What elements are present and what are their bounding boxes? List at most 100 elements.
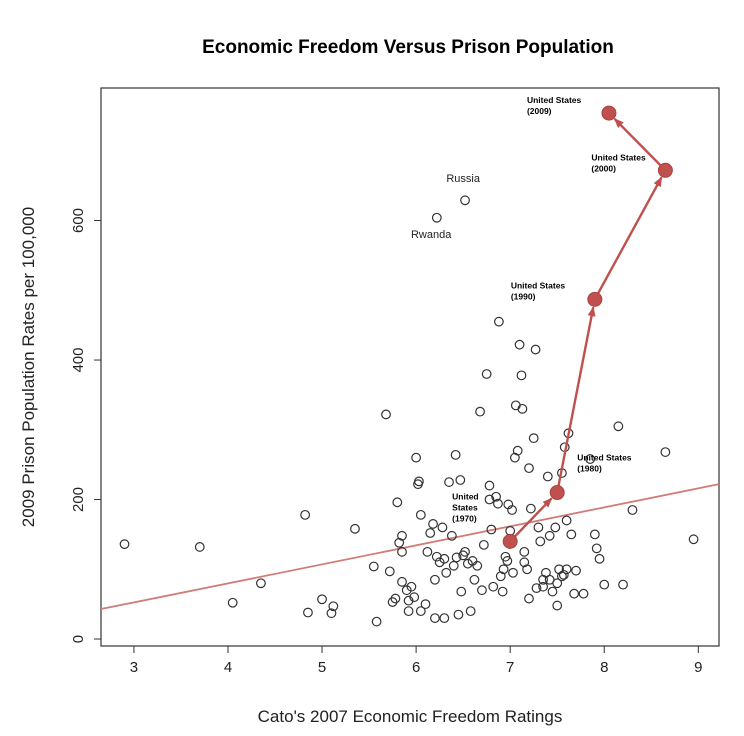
x-tick-label: 6 (412, 659, 420, 676)
data-point (502, 556, 513, 566)
data-point (493, 316, 504, 327)
data-point (403, 595, 414, 606)
data-point (509, 452, 520, 463)
x-tick-label: 5 (318, 659, 326, 676)
data-point (531, 583, 542, 594)
data-point (397, 546, 407, 557)
x-axis-label: Cato's 2007 Economic Freedom Ratings (258, 707, 563, 726)
us-trajectory-arrow (509, 497, 553, 543)
data-point (566, 529, 577, 540)
data-point (524, 463, 534, 474)
data-point (589, 529, 600, 540)
data-point (491, 491, 501, 502)
data-point (371, 616, 382, 627)
data-point (488, 581, 499, 592)
data-point (495, 571, 506, 582)
data-point (477, 585, 487, 596)
data-point (446, 530, 457, 541)
data-point (431, 212, 442, 223)
us-label-1970: (1970) (452, 513, 477, 523)
trend-line (100, 483, 720, 610)
us-label-1990: United States (511, 280, 566, 290)
us-label-1980: (1980) (577, 464, 602, 474)
x-tick-label: 4 (224, 659, 232, 676)
data-point (394, 537, 405, 548)
data-point (428, 519, 438, 529)
data-point (414, 476, 424, 487)
data-point (594, 553, 605, 564)
data-point (397, 576, 407, 587)
data-point (406, 581, 417, 592)
us-label-2000: United States (591, 152, 646, 162)
data-point (585, 454, 596, 464)
country-annotation: Rwanda (411, 229, 452, 241)
data-point (392, 497, 403, 508)
data-point (508, 567, 518, 578)
plot-frame (100, 87, 720, 647)
data-point (420, 599, 431, 610)
data-point (455, 475, 466, 485)
data-point (552, 600, 563, 611)
data-point (497, 586, 508, 597)
data-point (533, 522, 544, 533)
data-point (415, 509, 426, 520)
data-point (484, 480, 495, 491)
data-point (544, 530, 555, 541)
data-point (460, 546, 470, 557)
us-label-2009: United States (527, 95, 582, 105)
data-point (591, 543, 602, 554)
data-point (465, 606, 476, 617)
data-point (550, 522, 561, 533)
y-tick-label: 0 (70, 635, 87, 643)
data-point (613, 421, 624, 432)
data-point (512, 445, 523, 456)
data-point (542, 471, 553, 482)
data-point (493, 498, 503, 509)
data-point (530, 344, 541, 355)
data-point (425, 528, 436, 538)
chart-title: Economic Freedom Versus Prison Populatio… (202, 37, 614, 58)
country-annotation: Russia (446, 173, 481, 185)
data-point (444, 477, 454, 487)
data-point (431, 551, 442, 562)
data-point (627, 505, 638, 515)
data-point (300, 509, 311, 520)
data-point (524, 593, 534, 604)
data-point (384, 566, 395, 577)
y-tick-label: 600 (70, 208, 87, 233)
data-point (119, 539, 130, 550)
us-label-1970: States (452, 502, 478, 512)
data-point (557, 571, 567, 582)
data-point (368, 561, 379, 572)
data-point (558, 569, 569, 580)
data-point (437, 522, 448, 533)
data-point (448, 560, 459, 571)
x-tick-label: 3 (130, 659, 138, 676)
data-point (415, 606, 426, 617)
data-point (599, 579, 610, 590)
us-label-1970: United (452, 491, 478, 501)
data-point (472, 560, 483, 571)
us-trajectory-arrow (556, 306, 596, 493)
data-point (451, 552, 462, 563)
data-point (439, 613, 450, 623)
data-point (660, 447, 671, 457)
data-point (439, 553, 450, 564)
us-label-1980: United States (577, 453, 632, 463)
data-point (227, 597, 238, 608)
data-point (256, 578, 266, 589)
data-point (486, 524, 497, 535)
us-point-1980 (549, 485, 565, 501)
data-point (430, 613, 440, 623)
data-point (387, 597, 398, 607)
data-point (618, 579, 628, 590)
us-trajectory-arrow (593, 176, 663, 300)
data-point (317, 594, 327, 605)
data-point (453, 609, 464, 620)
data-point (350, 523, 360, 534)
data-point (514, 339, 525, 350)
axis-ticks: 3 4 5 6 7 8 9 0 200 400 600 (70, 208, 702, 676)
data-point (544, 574, 555, 585)
data-point (569, 588, 580, 599)
data-point (525, 503, 536, 514)
